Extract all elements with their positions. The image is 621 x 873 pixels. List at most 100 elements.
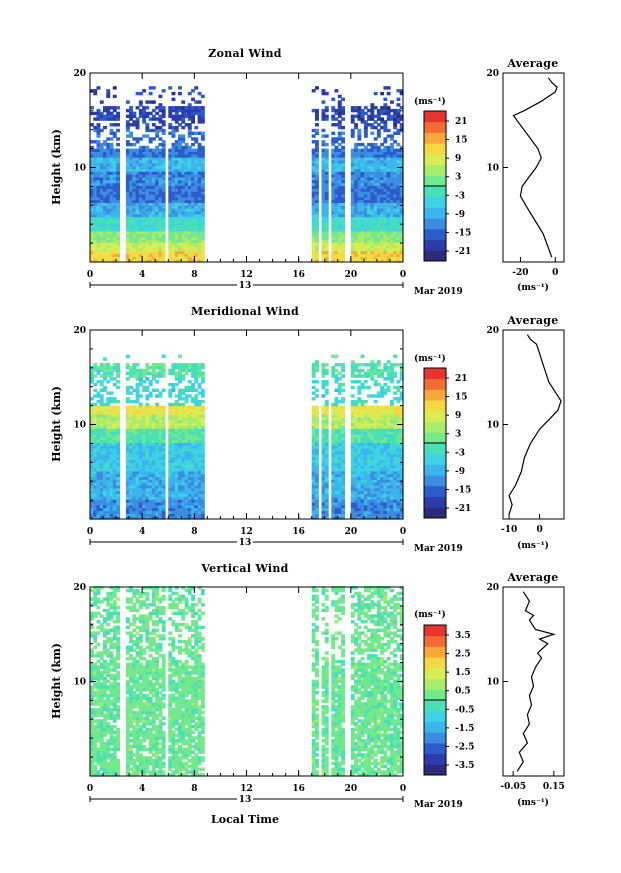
heatmap-cell <box>106 516 111 520</box>
heatmap-cell <box>331 233 336 238</box>
heatmap-cell <box>96 391 101 395</box>
colorbar-segment <box>424 132 446 144</box>
heatmap-cell <box>125 485 130 489</box>
heatmap-cell <box>151 199 156 203</box>
heatmap-cell <box>132 408 137 412</box>
heatmap-cell <box>200 422 205 426</box>
heatmap-cell <box>132 374 137 378</box>
heatmap-cell <box>161 422 166 426</box>
heatmap-cell <box>142 111 147 116</box>
heatmap-cell <box>106 137 111 141</box>
heatmap-cell <box>171 479 176 483</box>
heatmap-cell <box>200 411 205 415</box>
heatmap-cell <box>135 228 140 232</box>
heatmap-cell <box>132 225 137 229</box>
heatmap-cell <box>334 137 339 141</box>
heatmap-cell <box>191 219 195 223</box>
heatmap-cell <box>116 411 120 415</box>
heatmap-cell <box>93 202 98 206</box>
heatmap-cell <box>360 211 365 215</box>
heatmap-cell <box>112 176 117 181</box>
heatmap-cell <box>135 151 140 155</box>
heatmap-cell <box>341 205 345 209</box>
heatmap-cell <box>158 485 163 489</box>
heatmap-cell <box>350 108 355 113</box>
heatmap-cell <box>135 451 140 455</box>
heatmap-cell <box>135 213 140 218</box>
heatmap-cell <box>161 89 166 93</box>
heatmap-cell <box>370 123 375 127</box>
heatmap-cell <box>116 111 120 116</box>
heatmap-cell <box>106 476 111 480</box>
heatmap-cell <box>393 111 398 116</box>
heatmap-cell <box>399 117 404 121</box>
heatmap-cell <box>337 391 342 395</box>
heatmap-cell <box>197 225 202 229</box>
heatmap-cell <box>357 117 362 121</box>
heatmap-cell <box>96 473 101 477</box>
heatmap-cell <box>341 230 345 235</box>
heatmap-cell <box>331 416 336 421</box>
heatmap-cell <box>321 182 326 186</box>
heatmap-cell <box>145 236 150 240</box>
heatmap-cell <box>334 462 339 466</box>
heatmap-cell <box>393 185 398 189</box>
heatmap-cell <box>373 185 378 189</box>
heatmap-cell <box>390 199 394 203</box>
heatmap-cell <box>125 451 130 455</box>
heatmap-cell <box>373 250 378 255</box>
heatmap-cell <box>103 162 107 167</box>
heatmap-cell <box>370 225 375 229</box>
heatmap-cell <box>386 188 391 192</box>
heatmap-cell <box>194 222 199 226</box>
heatmap-cell <box>90 245 94 249</box>
heatmap-cell <box>116 476 120 480</box>
heatmap-cell <box>357 479 362 483</box>
heatmap-cell <box>334 388 339 392</box>
heatmap-cell <box>129 496 133 500</box>
heatmap-cell <box>106 482 111 486</box>
heatmap-cell <box>168 185 173 189</box>
heatmap-cell <box>200 208 205 212</box>
heatmap-cell <box>363 242 368 246</box>
heatmap-cell <box>321 459 326 463</box>
heatmap-cell <box>148 171 153 175</box>
heatmap-cell <box>396 199 401 203</box>
heatmap-cell <box>200 202 205 206</box>
heatmap-cell <box>360 502 365 506</box>
heatmap-cell <box>324 419 329 424</box>
heatmap-cell <box>109 493 114 497</box>
heatmap-cell <box>155 451 160 455</box>
heatmap-cell <box>106 374 111 378</box>
heatmap-cell <box>200 225 205 229</box>
heatmap-cell <box>168 456 173 460</box>
heatmap-cell <box>184 448 189 452</box>
heatmap-cell <box>135 462 140 466</box>
heatmap-cell <box>132 123 137 127</box>
heatmap-cell <box>171 414 176 418</box>
heatmap-cell <box>386 256 391 260</box>
heatmap-cell <box>90 185 94 189</box>
heatmap-cell <box>135 253 140 257</box>
heatmap-cell <box>363 208 368 212</box>
heatmap-cell <box>178 157 182 161</box>
heatmap-cell <box>109 496 114 500</box>
heatmap-cell <box>370 188 375 192</box>
heatmap-cell <box>370 205 375 209</box>
heatmap-cell <box>321 114 326 118</box>
heatmap-cell <box>161 470 166 475</box>
heatmap-cell <box>138 419 143 424</box>
heatmap-cell <box>151 242 156 246</box>
heatmap-cell <box>148 179 153 184</box>
heatmap-cell <box>200 516 205 520</box>
heatmap-cell <box>354 142 358 147</box>
heatmap-cell <box>350 465 355 469</box>
heatmap-cell <box>109 202 114 206</box>
heatmap-cell <box>367 202 371 206</box>
heatmap-cell <box>184 247 189 252</box>
heatmap-cell <box>191 216 195 220</box>
heatmap-cell <box>200 507 205 512</box>
heatmap-cell <box>174 242 179 246</box>
heatmap-cell <box>350 462 355 466</box>
heatmap-cell <box>142 473 147 477</box>
